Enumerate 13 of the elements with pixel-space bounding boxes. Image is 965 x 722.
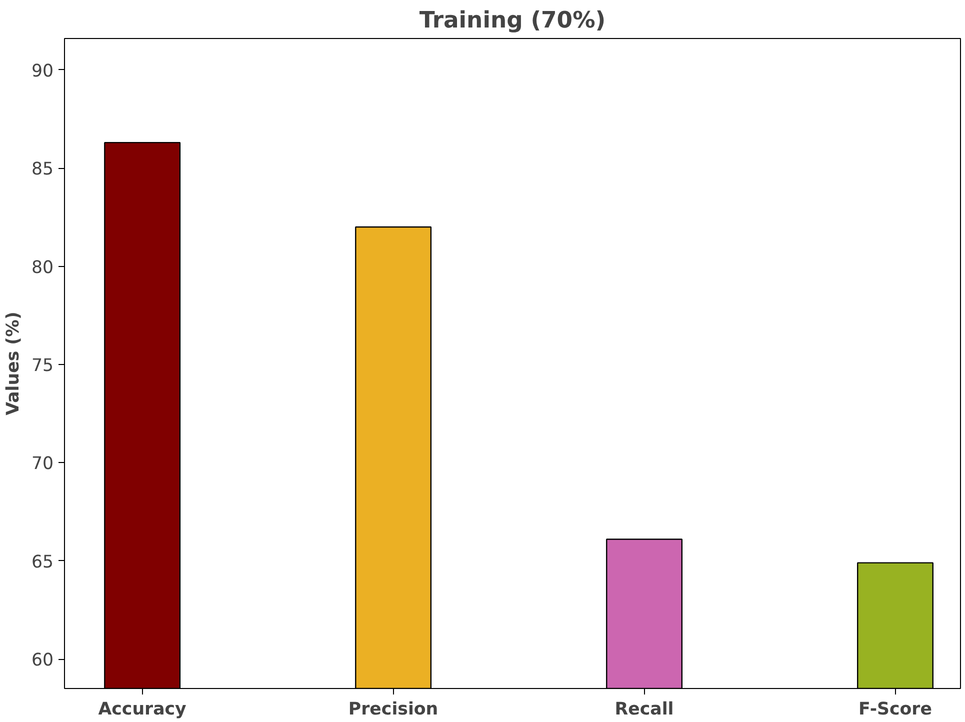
y-tick-label: 60 bbox=[31, 650, 54, 671]
y-axis-title: Values (%) bbox=[3, 312, 24, 416]
chart-title: Training (70%) bbox=[419, 8, 606, 34]
y-tick-label: 70 bbox=[31, 454, 54, 474]
x-tick-label: F-Score bbox=[858, 700, 932, 720]
y-tick-label: 85 bbox=[31, 160, 54, 180]
y-tick-label: 80 bbox=[31, 258, 54, 278]
y-tick-label: 75 bbox=[31, 356, 54, 376]
x-tick-label: Recall bbox=[614, 700, 674, 720]
x-tick-label: Accuracy bbox=[98, 700, 186, 720]
x-tick-label: Precision bbox=[348, 700, 438, 720]
y-tick-label: 65 bbox=[31, 552, 54, 572]
y-tick-label: 90 bbox=[31, 61, 54, 82]
